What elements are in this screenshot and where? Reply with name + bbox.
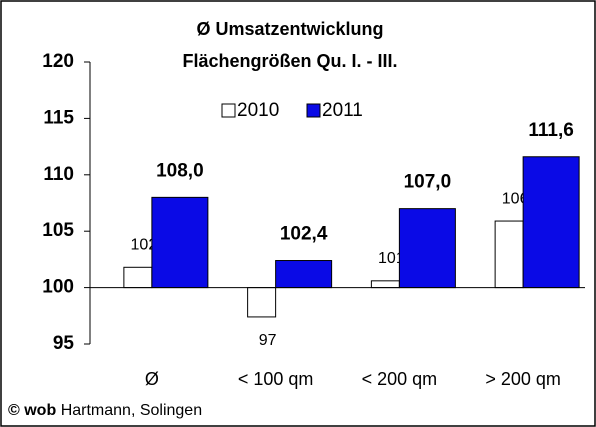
y-tick-label: 120: [42, 51, 74, 72]
chart-title: Ø Umsatzentwicklung: [196, 19, 383, 39]
value-label: 101: [378, 250, 405, 267]
y-tick-label: 95: [53, 333, 75, 354]
legend-label: 2011: [322, 100, 363, 121]
footer-mark: © wob: [8, 402, 56, 419]
value-label: 97: [259, 332, 277, 349]
y-tick-label: 100: [42, 277, 74, 298]
legend-swatch: [306, 103, 321, 118]
bar: [522, 156, 580, 289]
value-label: 102: [131, 237, 158, 254]
legend-label: 2010: [237, 100, 279, 121]
y-tick-label: 105: [42, 220, 74, 241]
value-label: 108,0: [156, 160, 204, 181]
value-label: 111,6: [528, 120, 573, 141]
value-label: 107,0: [404, 172, 452, 193]
y-tick-label: 115: [43, 107, 74, 128]
bar: [494, 220, 524, 289]
value-label: 106: [502, 190, 529, 207]
bar: [151, 196, 209, 289]
bar: [123, 266, 153, 289]
bar: [275, 260, 333, 289]
legend-swatch: [221, 103, 236, 118]
footer: © wob Hartmann, Solingen: [8, 402, 202, 419]
bar: [398, 208, 456, 289]
chart-title: Flächengrößen Qu. I. - III.: [182, 51, 397, 71]
x-tick-label: < 100 qm: [238, 369, 314, 389]
bar: [370, 280, 400, 289]
x-tick-label: Ø: [145, 369, 159, 389]
value-label: 102,4: [280, 224, 328, 245]
footer-text: Hartmann, Solingen: [61, 402, 202, 419]
x-tick-label: < 200 qm: [362, 369, 438, 389]
y-tick-label: 110: [43, 164, 74, 185]
x-tick-label: > 200 qm: [485, 369, 561, 389]
bar: [247, 287, 277, 318]
